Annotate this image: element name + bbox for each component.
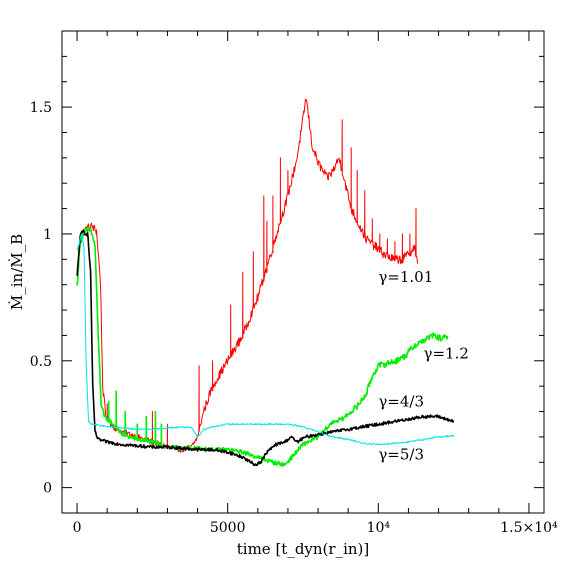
y-axis-title: Ṁ_in/Ṁ_B	[8, 234, 26, 310]
annotations: γ=1.01 γ=1.2 γ=4/3 γ=5/3	[378, 268, 469, 464]
y-tick-label: 1	[43, 227, 52, 243]
x-tick-label: 10⁴	[367, 520, 391, 536]
y-tick-label: 0.5	[30, 354, 52, 370]
series-line	[76, 229, 455, 467]
series-line	[76, 226, 449, 467]
tick-labels: 0 5000 10⁴ 1.5×10⁴ 0 0.5 1 1.5	[30, 100, 558, 536]
series-line	[76, 98, 418, 453]
series-annotation: γ=1.01	[378, 268, 433, 286]
y-tick-label: 0	[43, 481, 52, 497]
series-layer	[76, 98, 455, 467]
series-line	[76, 233, 455, 446]
y-tick-label: 1.5	[30, 100, 52, 116]
series-annotation: γ=4/3	[378, 392, 424, 410]
x-tick-label: 0	[73, 520, 82, 536]
plot-frame	[61, 30, 545, 514]
x-tick-label: 1.5×10⁴	[500, 520, 558, 536]
x-tick-label: 5000	[210, 520, 246, 536]
series-annotation: γ=1.2	[424, 344, 469, 362]
x-axis-title: time [t_dyn(r_in)]	[237, 540, 370, 558]
axis-ticks	[62, 31, 544, 513]
series-annotation: γ=5/3	[378, 446, 424, 464]
